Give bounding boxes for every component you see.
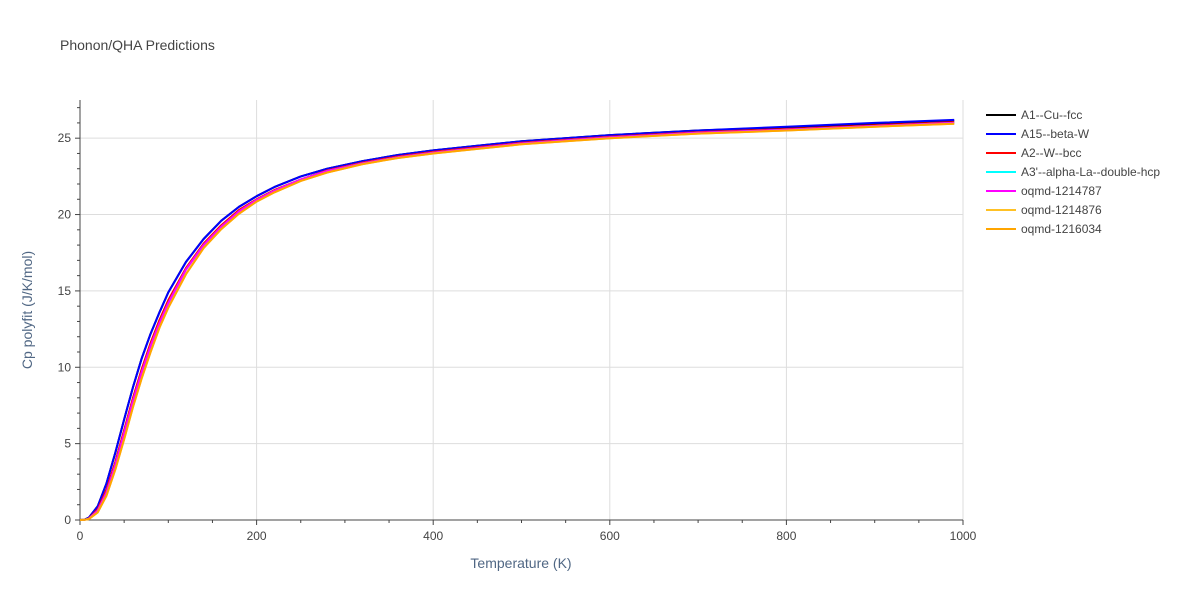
legend-label: A3'--alpha-La--double-hcp — [1021, 165, 1160, 179]
legend-label: oqmd-1214876 — [1021, 203, 1102, 217]
legend-item[interactable]: A1--Cu--fcc — [986, 108, 1082, 122]
series-line-oqmd-1216034 — [79, 122, 955, 521]
legend-label: A1--Cu--fcc — [1021, 108, 1082, 122]
legend-item[interactable]: A15--beta-W — [986, 127, 1090, 141]
legend-item[interactable]: oqmd-1214876 — [986, 203, 1102, 217]
series-line-a2-w-bcc — [79, 121, 955, 521]
x-tick-label: 400 — [423, 529, 443, 543]
chart-title: Phonon/QHA Predictions — [60, 37, 215, 53]
x-axis-title: Temperature (K) — [470, 555, 571, 571]
y-tick-label: 5 — [64, 437, 71, 451]
series-line-a1-cu-fcc — [79, 119, 955, 521]
x-tick-label: 800 — [776, 529, 796, 543]
y-tick-label: 20 — [58, 208, 72, 222]
legend[interactable]: A1--Cu--fcc A15--beta-W A2--W--bcc A3'--alp… — [986, 108, 1160, 236]
series-line-a3-alpha-la-double-hcp — [79, 121, 955, 521]
legend-label: A15--beta-W — [1021, 127, 1090, 141]
legend-item[interactable]: oqmd-1214787 — [986, 184, 1102, 198]
grid — [80, 100, 964, 520]
y-axis-title: Cp polyfit (J/K/mol) — [19, 251, 35, 369]
legend-label: oqmd-1214787 — [1021, 184, 1102, 198]
legend-item[interactable]: A3'--alpha-La--double-hcp — [986, 165, 1160, 179]
legend-item[interactable]: A2--W--bcc — [986, 146, 1081, 160]
series-line-oqmd-1214787 — [79, 121, 955, 521]
y-tick-label: 10 — [58, 360, 72, 374]
y-tick-label: 25 — [58, 131, 72, 145]
y-tick-label: 0 — [64, 513, 71, 527]
x-tick-label: 600 — [600, 529, 620, 543]
series-line-oqmd-1214876 — [79, 122, 955, 521]
x-tick-label: 1000 — [950, 529, 977, 543]
legend-label: oqmd-1216034 — [1021, 222, 1102, 236]
axes: 0 200 400 600 800 1000 0 5 10 15 20 25 — [58, 100, 977, 543]
y-tick-label: 15 — [58, 284, 72, 298]
x-tick-label: 0 — [77, 529, 84, 543]
legend-item[interactable]: oqmd-1216034 — [986, 222, 1102, 236]
x-tick-label: 200 — [247, 529, 267, 543]
plot-area — [79, 118, 955, 521]
legend-label: A2--W--bcc — [1021, 146, 1081, 160]
series-line-a15-beta-w — [79, 118, 955, 521]
